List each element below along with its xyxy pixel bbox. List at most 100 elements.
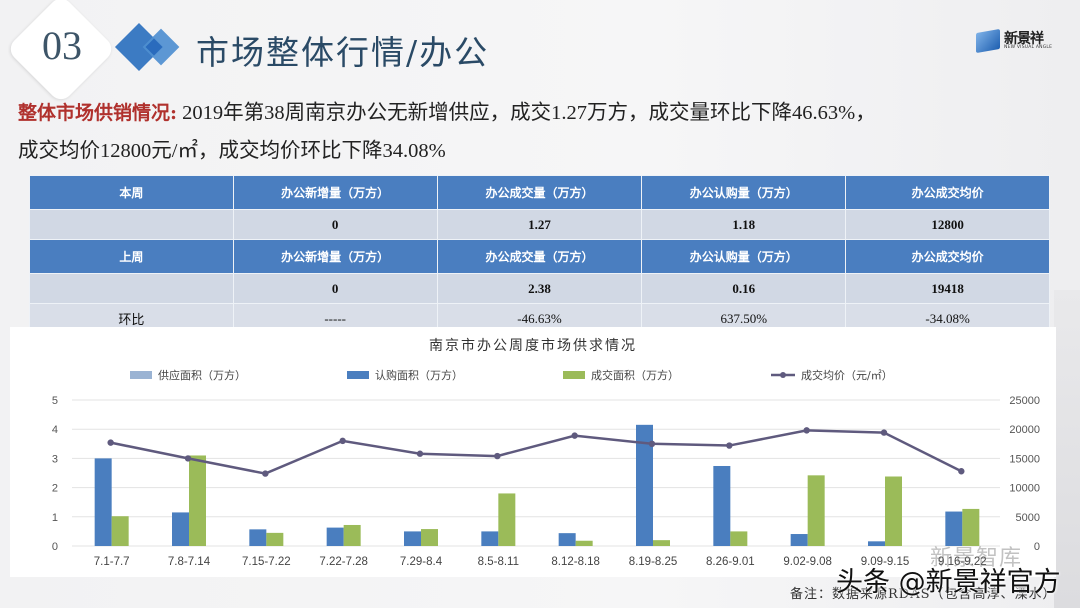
avg-price-marker	[726, 442, 733, 449]
y-tick-label: 3	[52, 453, 58, 465]
y2-tick-label: 5000	[1016, 512, 1040, 524]
column-header: 办公新增量（万方）	[232, 239, 438, 274]
y2-tick-label: 0	[1034, 541, 1040, 553]
y-tick-label: 2	[52, 483, 58, 495]
bar-subscription	[172, 512, 189, 546]
table-cell: 0.16	[641, 273, 847, 304]
legend-label: 成交面积（万方）	[591, 368, 679, 382]
cube-logo-icon	[976, 28, 1000, 54]
avg-price-marker	[107, 439, 114, 446]
table-row: 0 1.27 1.18 12800	[29, 209, 1050, 240]
x-tick-label: 8.5-8.11	[478, 556, 519, 568]
legend-label: 成交均价（元/㎡）	[801, 368, 893, 382]
y-tick-label: 0	[52, 541, 58, 553]
table-cell: 1.27	[436, 209, 643, 240]
x-tick-label: 8.12-8.18	[551, 556, 600, 568]
logo-text-cn: 新景祥	[1004, 30, 1044, 47]
avg-price-marker	[880, 429, 888, 436]
watermark-faint: 新景智库	[930, 546, 1023, 571]
watermark-main: 头条 @新景祥官方	[836, 567, 1061, 598]
x-tick-label: 7.22-7.28	[319, 556, 368, 568]
empty-cell	[29, 209, 234, 240]
x-tick-label: 8.26-9.01	[706, 556, 755, 568]
bar-transaction	[343, 524, 361, 546]
bar-transaction	[111, 516, 129, 546]
bar-transaction	[266, 532, 284, 546]
avg-price-marker	[958, 468, 965, 475]
x-tick-label: 9.09-9.15	[861, 556, 910, 568]
table-cell: 19418	[845, 273, 1050, 304]
column-header: 办公认购量（万方）	[641, 239, 847, 274]
column-header: 办公成交量（万方）	[436, 239, 643, 274]
weekly-stats-table: 本周 办公新增量（万方） 办公成交量（万方） 办公认购量（万方） 办公成交均价 …	[29, 175, 1050, 334]
bar-subscription	[94, 458, 112, 546]
bar-subscription	[558, 533, 576, 546]
table-cell: 1.18	[641, 209, 847, 240]
supply-demand-chart: 南京市办公周度市场供求情况供应面积（万方） 认购面积（万方） 成交面积（万方） 成交均…	[10, 327, 1056, 577]
avg-price-marker	[803, 427, 810, 434]
row-label: 本周	[29, 175, 234, 210]
footnote: 备注：数据来源RDAS（包含高淳、溧水）	[790, 587, 1057, 602]
legend-swatch	[563, 371, 585, 379]
avg-price-marker	[494, 452, 501, 460]
x-tick-label: 9.02-9.08	[783, 556, 832, 568]
x-tick-label: 9.16-9.22	[938, 556, 987, 568]
market-summary: 整体市场供销情况: 2019年第38周南京办公无新增供应，成交1.27万方，成交…	[18, 94, 1068, 170]
bar-subscription	[945, 511, 963, 546]
x-tick-label: 8.19-8.25	[629, 556, 678, 568]
empty-cell	[29, 273, 234, 304]
column-header: 办公成交均价	[845, 175, 1050, 210]
bar-transaction	[807, 475, 825, 546]
row-label: 上周	[29, 239, 234, 274]
table-cell: 2.38	[436, 273, 643, 304]
decorative-shade	[1054, 290, 1080, 608]
avg-price-marker	[184, 455, 192, 462]
bar-transaction	[498, 493, 516, 546]
table-header-row: 本周 办公新增量（万方） 办公成交量（万方） 办公认购量（万方） 办公成交均价	[29, 175, 1050, 210]
summary-line-2: 成交均价12800元/㎡，成交均价环比下降34.08%	[18, 140, 446, 162]
page-title: 市场整体行情/办公	[196, 33, 490, 72]
bar-subscription	[481, 531, 499, 546]
avg-price-marker	[262, 470, 269, 477]
legend-swatch	[347, 371, 369, 379]
legend-marker	[780, 372, 786, 378]
bar-subscription	[713, 465, 731, 546]
bar-subscription	[868, 541, 885, 546]
brand-logo: 新景祥 NEW VISUAL ANGLE	[976, 28, 1053, 54]
section-number: 03	[42, 23, 82, 68]
y2-tick-label: 10000	[1009, 483, 1040, 495]
column-header: 办公新增量（万方）	[232, 175, 438, 210]
table-row: 0 2.38 0.16 19418	[29, 273, 1050, 304]
bar-subscription	[404, 531, 421, 546]
y2-tick-label: 25000	[1009, 395, 1040, 407]
table-cell: 0	[232, 273, 438, 304]
avg-price-marker	[416, 450, 424, 457]
chart-title: 南京市办公周度市场供求情况	[429, 337, 637, 354]
avg-price-line	[110, 429, 962, 475]
bar-subscription	[790, 534, 808, 546]
table-cell: 12800	[845, 209, 1050, 240]
bar-transaction	[653, 540, 670, 546]
summary-lead: 整体市场供销情况:	[18, 102, 178, 124]
bar-transaction	[189, 455, 206, 546]
legend-label: 认购面积（万方）	[375, 368, 463, 382]
bar-transaction	[421, 529, 438, 546]
avg-price-marker	[571, 432, 578, 439]
x-tick-label: 7.29-8.4	[400, 556, 443, 568]
table-header-row: 上周 办公新增量（万方） 办公成交量（万方） 办公认购量（万方） 办公成交均价	[29, 239, 1050, 274]
legend-label: 供应面积（万方）	[158, 368, 246, 382]
y2-tick-label: 15000	[1009, 453, 1040, 465]
x-tick-label: 7.1-7.7	[94, 556, 130, 568]
summary-line-1: 2019年第38周南京办公无新增供应，成交1.27万方，成交量环比下降46.63…	[177, 102, 876, 124]
x-tick-label: 7.15-7.22	[242, 556, 291, 568]
bar-subscription	[636, 424, 653, 546]
bar-transaction	[962, 508, 980, 546]
bar-transaction	[885, 476, 902, 546]
y2-tick-label: 20000	[1009, 424, 1040, 436]
bar-transaction	[575, 540, 593, 546]
column-header: 办公成交均价	[845, 239, 1050, 274]
logo-text-en: NEW VISUAL ANGLE	[1004, 44, 1053, 50]
bar-transaction	[730, 531, 748, 546]
y-tick-label: 5	[52, 395, 58, 407]
avg-price-marker	[339, 437, 346, 445]
